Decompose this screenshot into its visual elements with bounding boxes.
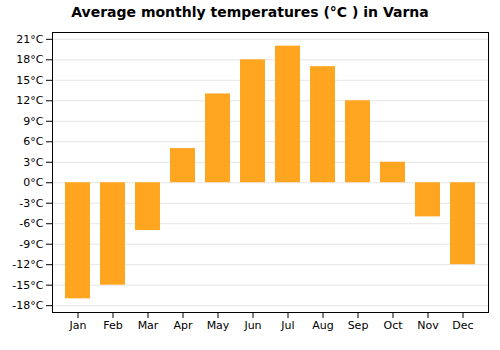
svg-text:-9°C: -9°C <box>19 238 43 251</box>
svg-text:12°C: 12°C <box>16 94 43 107</box>
svg-text:3°C: 3°C <box>23 156 43 169</box>
svg-text:Sep: Sep <box>348 319 369 332</box>
svg-text:Jul: Jul <box>280 319 294 332</box>
svg-text:Feb: Feb <box>103 319 122 332</box>
svg-text:-18°C: -18°C <box>12 299 43 312</box>
svg-text:-3°C: -3°C <box>19 197 43 210</box>
svg-text:Jan: Jan <box>69 319 87 332</box>
svg-text:6°C: 6°C <box>23 135 43 148</box>
svg-text:15°C: 15°C <box>16 74 43 87</box>
svg-text:Aug: Aug <box>312 319 333 332</box>
svg-text:0°C: 0°C <box>23 176 43 189</box>
svg-text:Nov: Nov <box>417 319 439 332</box>
svg-text:-15°C: -15°C <box>12 279 43 292</box>
svg-text:-6°C: -6°C <box>19 217 43 230</box>
svg-text:Mar: Mar <box>138 319 159 332</box>
svg-text:21°C: 21°C <box>16 33 43 46</box>
svg-text:Oct: Oct <box>383 319 403 332</box>
svg-text:9°C: 9°C <box>23 115 43 128</box>
svg-text:Apr: Apr <box>173 319 193 332</box>
svg-text:18°C: 18°C <box>16 53 43 66</box>
html-text:Average monthly temperatures (: Average monthly temperatures (°C ) in Va… <box>71 4 429 20</box>
svg-text:-12°C: -12°C <box>12 258 43 271</box>
svg-text:Jun: Jun <box>243 319 261 332</box>
svg-text:May: May <box>207 319 230 332</box>
svg-text:Dec: Dec <box>452 319 473 332</box>
